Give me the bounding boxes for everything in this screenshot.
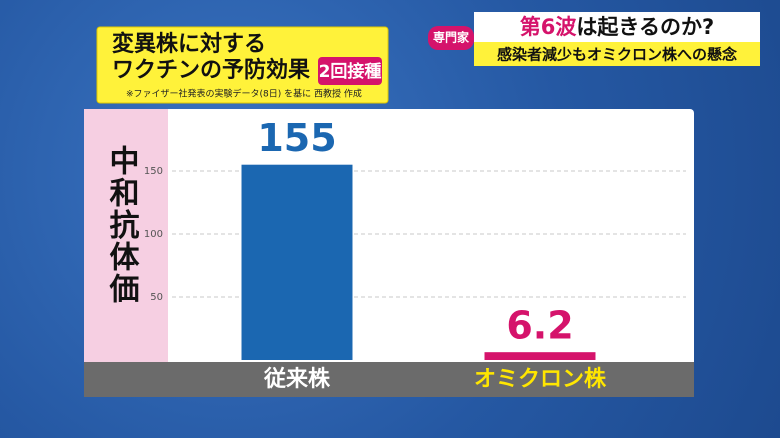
title-box [96,26,389,104]
category-band [84,362,694,397]
title-line: 変異株に対する [112,31,266,57]
headline: 第6波は起きるのか? [520,15,714,39]
headline-box [474,12,760,42]
y-tick-label: 100 [144,229,163,240]
value-label: 6.2 [506,304,573,348]
title-line: ワクチンの予防効果 [112,57,310,83]
plot: 50 100 150 従来株 155 オミクロン株 6.2 [144,116,686,392]
headline-em: 第6波 [520,15,578,39]
bar [484,352,596,360]
y-axis-label: 中和抗体価 [104,145,141,305]
tag-bg [428,26,474,50]
subheadline: 感染者減少もオミクロン株への懸念 [497,46,737,64]
x-tick-label: オミクロン株 [474,367,607,392]
y-tick-label: 150 [144,166,163,177]
tag: 専門家 [433,30,470,45]
y-label-strip [84,109,168,362]
badge-bg [318,57,382,85]
badge: 2回接種 [319,61,382,82]
value-label: 155 [257,116,336,160]
chart-panel [84,109,694,397]
headline-rest: は起きるのか? [576,15,714,39]
y-tick-label: 50 [150,292,163,303]
subheadline-box [474,42,760,66]
x-tick-label: 従来株 [263,366,331,392]
bar [241,164,353,360]
note: ※ファイザー社発表の実験データ(8日) を基に 西教授 作成 [126,88,362,100]
